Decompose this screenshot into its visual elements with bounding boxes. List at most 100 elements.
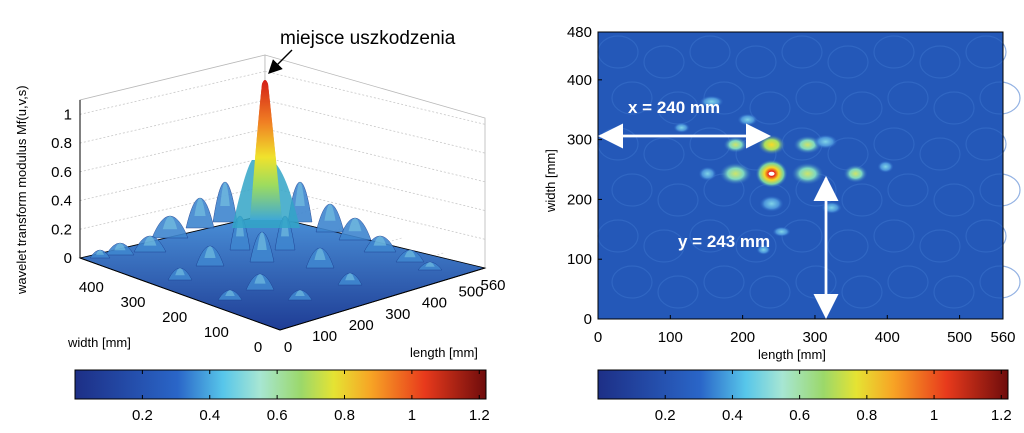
- floor-edge-width: [79, 257, 281, 331]
- colorbar-tick-label: 0.8: [856, 407, 877, 424]
- wall-grid-line: [264, 128, 486, 183]
- y-distance-label: y = 243 mm: [678, 232, 770, 251]
- heatmap-texture-cell: [933, 91, 975, 125]
- surface-bump-highlight: [254, 274, 266, 284]
- heatmap-blob: [723, 136, 748, 153]
- y-tick-label-3d: 400: [79, 279, 104, 296]
- surface-bump-highlight: [220, 182, 230, 206]
- heatmap-y-tick-label: 200: [567, 191, 592, 208]
- surface-bump-highlight: [314, 248, 326, 260]
- heatmap-blob: [737, 113, 758, 126]
- z-tick-label: 0.2: [51, 221, 72, 238]
- heatmap-texture-cell: [643, 229, 685, 263]
- heatmap-peak-point: [768, 171, 775, 176]
- colorbar-tick-label: 0.6: [267, 407, 288, 424]
- heatmap-texture-cell: [979, 265, 1021, 299]
- surface-bump-highlight: [425, 262, 435, 267]
- heatmap-x-tick-label: 500: [947, 329, 972, 346]
- heatmap-texture-cell: [841, 275, 883, 309]
- heatmap-texture-cell: [979, 81, 1021, 115]
- wall-grid-line: [264, 99, 486, 154]
- heatmap-texture-cell: [919, 137, 961, 171]
- heatmap-texture-cell: [965, 127, 1007, 161]
- surface-bump-highlight: [348, 218, 362, 232]
- heatmap-texture-cell: [689, 219, 731, 253]
- heatmap-texture-cell: [611, 265, 653, 299]
- colorbar-tick-label: 0.2: [132, 407, 153, 424]
- heatmap-texture-cell: [643, 137, 685, 171]
- heatmap-texture-cell: [827, 45, 869, 79]
- heatmap-x-tick-label: 400: [875, 329, 900, 346]
- heatmap-y-tick-label: 400: [567, 72, 592, 89]
- y-tick-label-3d: 200: [162, 309, 187, 326]
- surface-bump-highlight: [194, 198, 206, 216]
- z-tick-label: 1: [64, 106, 72, 123]
- colorbar-tick-label: 0.2: [655, 407, 676, 424]
- surface-bump-highlight: [225, 290, 235, 296]
- colorbar-tick-label: 0.8: [334, 407, 355, 424]
- heatmap-texture-cell: [919, 229, 961, 263]
- colorbar-tick-label: 1: [408, 407, 416, 424]
- x-distance-label: x = 240 mm: [628, 98, 720, 117]
- z-tick-label: 0.8: [51, 135, 72, 152]
- heatmap-blob: [673, 122, 690, 133]
- surface-bump-highlight: [295, 290, 305, 296]
- heatmap-texture-cell: [887, 265, 929, 299]
- heatmap-blob: [877, 160, 894, 173]
- heatmap-blob: [757, 134, 786, 155]
- x-tick-label-3d: 500: [459, 284, 484, 301]
- colorbar-left-ticks: 0.2 0.4 0.6 0.8 1 1.2: [132, 370, 490, 424]
- z-tick-label: 0: [64, 250, 72, 267]
- heatmap-blob: [813, 134, 838, 149]
- heatmap-texture-cell: [873, 127, 915, 161]
- x-tick-label-3d: 560: [480, 277, 505, 294]
- heatmap-texture-cell: [965, 219, 1007, 253]
- z-axis-label: wavelet transform modulus Mf(u,v,s): [14, 85, 29, 295]
- wall-grid-line: [264, 157, 486, 211]
- heatmap-blob: [772, 226, 791, 237]
- heatmap-texture-cell: [795, 81, 837, 115]
- colorbar-right-bar: [597, 369, 1009, 400]
- colorbar-tick-label: 1.2: [469, 407, 490, 424]
- heatmap-texture-cell: [703, 265, 745, 299]
- heatmap-x-tick-label: 200: [730, 329, 755, 346]
- colorbar-right: 0.2 0.4 0.6 0.8 1 1.2: [597, 369, 1012, 424]
- heatmap-plot: 0 100 200 300 400 500 560 0 100 200 300 400 480 x = …: [543, 24, 1021, 362]
- heatmap-texture-cell: [887, 81, 929, 115]
- x-tick-label-3d: 400: [422, 295, 447, 312]
- y-tick-label-3d: 100: [204, 324, 229, 341]
- heatmap-y-tick-label: 100: [567, 251, 592, 268]
- surface-bump-highlight: [345, 273, 355, 281]
- colorbar-tick-label: 1: [930, 407, 938, 424]
- heatmap-texture-cell: [735, 45, 777, 79]
- x-tick-label-3d: 300: [385, 306, 410, 323]
- z-tick-label: 0.4: [51, 193, 72, 210]
- colorbar-tick-label: 0.4: [722, 407, 743, 424]
- colorbar-left: 0.2 0.4 0.6 0.8 1 1.2: [74, 369, 490, 424]
- z-tick-label: 0.6: [51, 164, 72, 181]
- heatmap-texture-cell: [657, 275, 699, 309]
- colorbar-tick-label: 0.6: [789, 407, 810, 424]
- surface-bump-highlight: [96, 250, 104, 255]
- colorbar-right-ticks: 0.2 0.4 0.6 0.8 1 1.2: [655, 370, 1012, 424]
- heatmap-texture-cell: [933, 275, 975, 309]
- x-tick-label-3d: 100: [312, 328, 337, 345]
- heatmap-texture-cell: [657, 183, 699, 217]
- heatmap-y-tick-label: 0: [584, 311, 592, 328]
- wall-grid-line: [264, 70, 486, 125]
- heatmap-y-tick-label: 480: [567, 24, 592, 41]
- heatmap-blob: [756, 244, 771, 255]
- heatmap-blob: [821, 201, 842, 214]
- heatmap-texture-cell: [749, 275, 791, 309]
- heatmap-texture-cell: [781, 35, 823, 69]
- heatmap-blob: [791, 162, 824, 185]
- x-axis-label-3d: length [mm]: [410, 345, 478, 360]
- heatmap-blob: [759, 195, 784, 212]
- heatmap-blob: [719, 162, 752, 185]
- heatmap-texture-cell: [643, 45, 685, 79]
- heatmap-x-tick-label: 300: [802, 329, 827, 346]
- heatmap-blob: [699, 95, 724, 108]
- y-axis-label-3d: width [mm]: [67, 335, 131, 350]
- heatmap-texture: [597, 35, 1021, 309]
- x-tick-label-3d: 0: [284, 339, 292, 356]
